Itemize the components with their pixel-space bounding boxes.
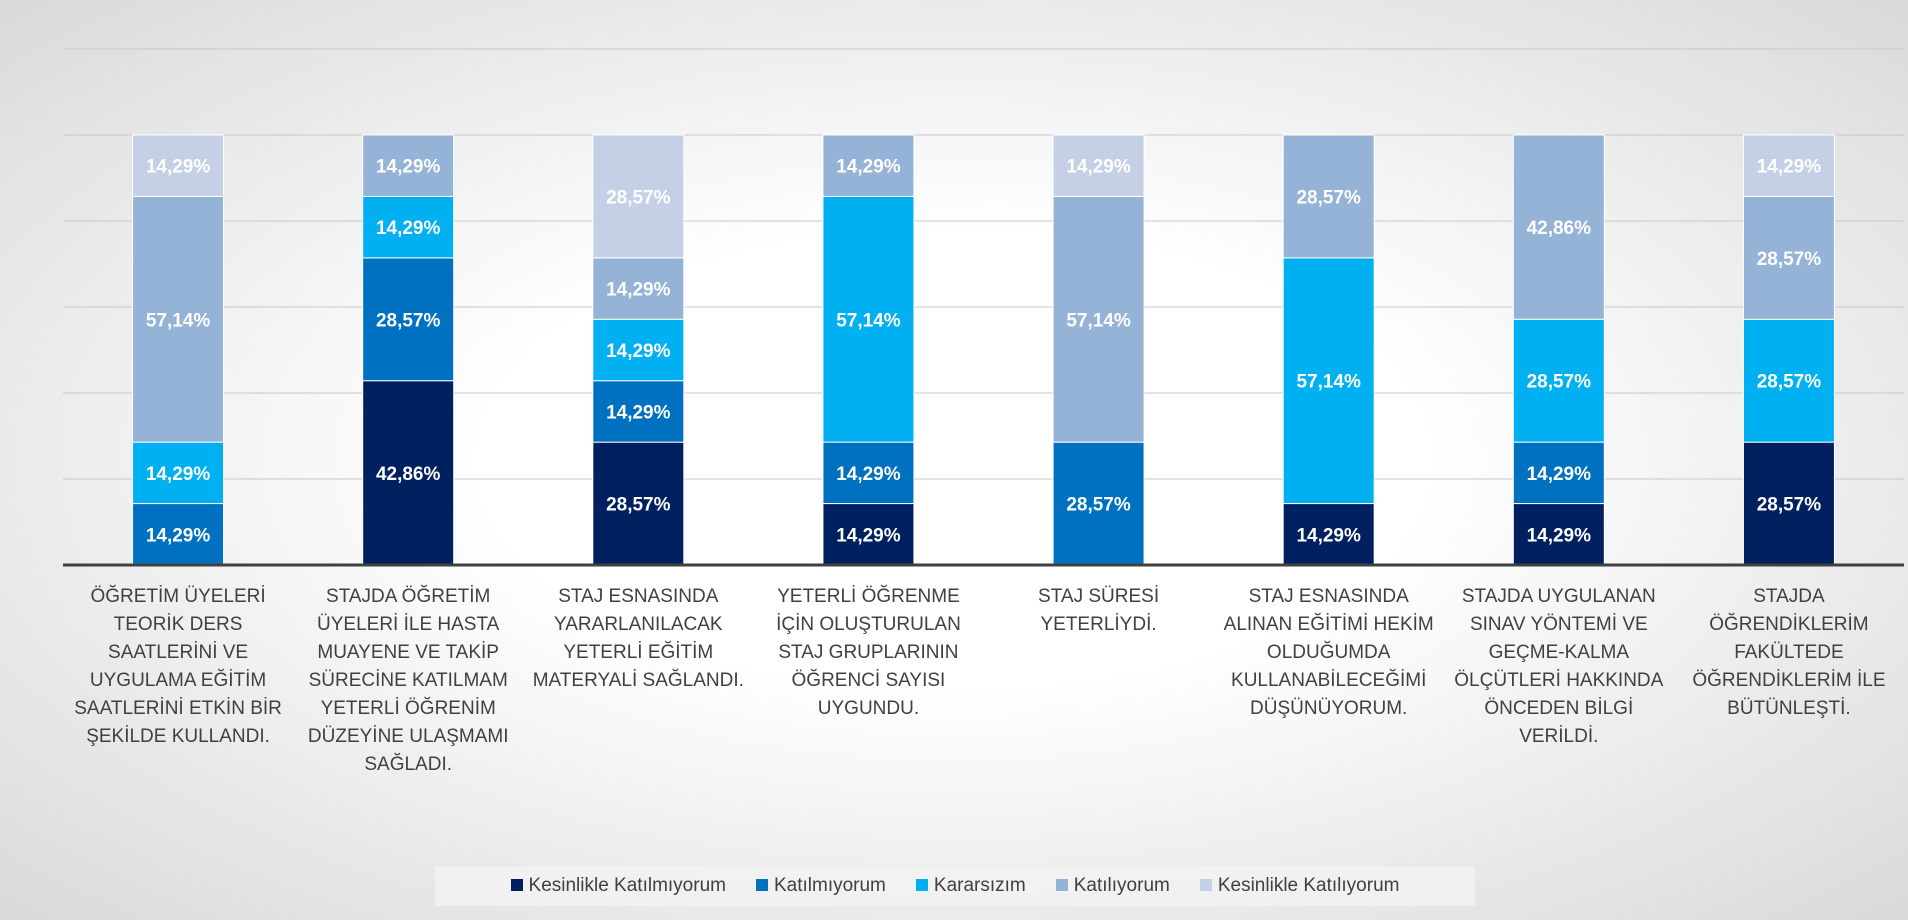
legend-item: Kararsızım: [915, 875, 1026, 897]
legend-swatch: [915, 879, 928, 891]
legend-label: Kesinlikle Katılıyorum: [1217, 875, 1400, 896]
data-label: 28,57%: [606, 187, 671, 208]
x-tick-label: STAJ ESNASINDA ALINAN EĞİTİMİ HEKİM OLDU…: [1223, 586, 1434, 719]
legend-item: Katılmıyorum: [755, 875, 886, 897]
bar-segment: [1282, 134, 1375, 259]
data-label: 28,57%: [376, 310, 441, 331]
data-label: 14,29%: [1757, 157, 1822, 178]
legend-item: Kesinlikle Katılıyorum: [1199, 875, 1400, 897]
bar-segment: [1282, 503, 1375, 566]
bar-segment: [362, 195, 455, 259]
x-tick-label: YETERLİ ÖĞRENME İÇİN OLUŞTURULAN STAJ GR…: [776, 586, 961, 719]
bar-segment: [822, 134, 915, 197]
x-tick-label: STAJDA ÖĞRETİM ÜYELERİ İLE HASTA MUAYENE…: [307, 586, 509, 775]
data-label: 28,57%: [1296, 187, 1361, 208]
bar-segment: [822, 195, 915, 443]
legend-label: Katılmıyorum: [773, 875, 886, 896]
data-label: 57,14%: [1296, 372, 1361, 393]
bar-segment: [1052, 134, 1145, 197]
data-label: 14,29%: [376, 157, 441, 178]
legend-item: Katılıyorum: [1055, 875, 1170, 897]
data-label: 14,29%: [1527, 464, 1592, 485]
data-label: 57,14%: [146, 310, 211, 331]
bar-segment: [1052, 441, 1145, 566]
data-label: 28,57%: [1527, 372, 1592, 393]
bar-segment: [1512, 134, 1605, 320]
data-label: 14,29%: [836, 157, 901, 178]
x-tick-label: STAJDA UYGULANAN SINAV YÖNTEMİ VE GEÇME-…: [1454, 586, 1664, 747]
x-tick-label: STAJ SÜRESİ YETERLİYDİ.: [1038, 586, 1160, 635]
bar-segment: [362, 257, 455, 382]
data-label: 28,57%: [606, 495, 671, 516]
data-label: 14,29%: [836, 525, 901, 546]
bar-segment: [362, 380, 455, 566]
bar-segment: [592, 134, 685, 259]
data-label: 14,29%: [1066, 157, 1131, 178]
data-label: 14,29%: [376, 218, 441, 239]
x-tick-label: STAJ ESNASINDA YARARLANILACAK YETERLİ EĞ…: [532, 586, 744, 691]
legend-label: Katılıyorum: [1073, 875, 1170, 896]
bar-segment: [1512, 441, 1605, 505]
bar-segment: [592, 441, 685, 566]
bar-segment: [592, 318, 685, 382]
bar-segment: [1742, 134, 1835, 197]
data-label: 14,29%: [606, 402, 671, 423]
data-label: 14,29%: [1296, 525, 1361, 546]
data-label: 14,29%: [606, 341, 671, 362]
legend-label: Kararsızım: [933, 875, 1026, 896]
data-label: 14,29%: [146, 464, 211, 485]
legend: Kesinlikle Katılmıyorum Katılmıyorum Karar…: [435, 866, 1475, 906]
data-label: 14,29%: [1527, 525, 1592, 546]
legend-swatch: [1055, 879, 1068, 891]
legend-swatch: [755, 879, 768, 891]
bar-segment: [592, 257, 685, 320]
x-tick-label: STAJDA ÖĞRENDİKLERİM FAKÜLTEDE ÖĞRENDİKL…: [1692, 586, 1886, 719]
bar-segment: [822, 503, 915, 566]
data-label: 14,29%: [606, 280, 671, 301]
data-label: 14,29%: [146, 525, 211, 546]
bar-segment: [1512, 503, 1605, 566]
bar-segment: [132, 441, 225, 505]
legend-item: Kesinlikle Katılmıyorum: [510, 875, 726, 897]
data-label: 28,57%: [1757, 495, 1822, 516]
bar-segment: [822, 441, 915, 505]
bar-segment: [592, 380, 685, 443]
data-label: 28,57%: [1066, 495, 1131, 516]
bar-segment: [362, 134, 455, 197]
data-label: 14,29%: [146, 157, 211, 178]
data-label: 57,14%: [1066, 310, 1131, 331]
data-label: 42,86%: [1527, 218, 1592, 239]
data-label: 28,57%: [1757, 249, 1822, 270]
bar-segment: [1742, 195, 1835, 320]
bar-segment: [1282, 257, 1375, 505]
bar-segment: [132, 195, 225, 443]
data-label: 42,86%: [376, 464, 441, 485]
legend-label: Kesinlikle Katılmıyorum: [528, 875, 726, 896]
legend-swatch: [1199, 879, 1212, 891]
bar-segment: [132, 134, 225, 197]
bar-segment: [1742, 441, 1835, 566]
data-label: 14,29%: [836, 464, 901, 485]
data-label: 57,14%: [836, 310, 901, 331]
bar-segment: [1052, 195, 1145, 443]
x-tick-label: ÖĞRETİM ÜYELERİ TEORİK DERS SAATLERİNİ V…: [74, 586, 282, 747]
bar-segment: [1742, 318, 1835, 443]
data-label: 28,57%: [1757, 372, 1822, 393]
legend-swatch: [510, 879, 523, 891]
